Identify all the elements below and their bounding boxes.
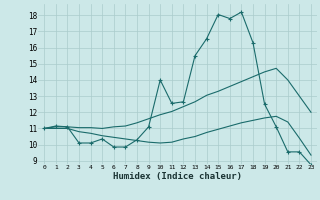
X-axis label: Humidex (Indice chaleur): Humidex (Indice chaleur) [113, 172, 242, 181]
